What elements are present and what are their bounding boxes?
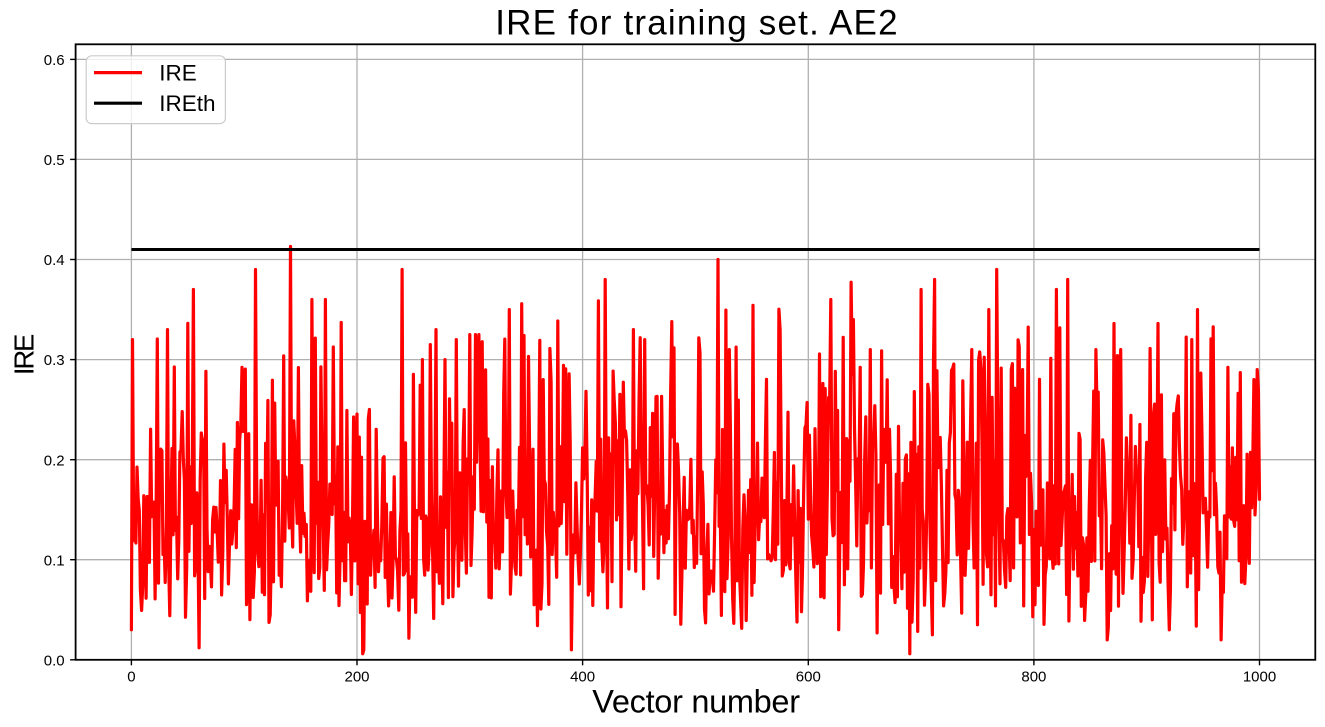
svg-text:IREth: IREth bbox=[159, 91, 215, 116]
svg-text:600: 600 bbox=[796, 669, 821, 686]
svg-text:200: 200 bbox=[344, 669, 369, 686]
svg-text:800: 800 bbox=[1021, 669, 1046, 686]
svg-text:0.2: 0.2 bbox=[44, 452, 65, 469]
svg-text:0.3: 0.3 bbox=[44, 352, 65, 369]
svg-text:IRE: IRE bbox=[159, 61, 197, 86]
svg-text:1000: 1000 bbox=[1243, 669, 1276, 686]
svg-text:0.6: 0.6 bbox=[44, 52, 65, 69]
svg-text:0.5: 0.5 bbox=[44, 152, 65, 169]
svg-text:0.0: 0.0 bbox=[44, 652, 65, 669]
svg-text:IRE: IRE bbox=[9, 334, 40, 375]
svg-text:Vector number: Vector number bbox=[592, 684, 800, 720]
svg-text:0.1: 0.1 bbox=[44, 552, 65, 569]
svg-text:0.4: 0.4 bbox=[44, 252, 65, 269]
svg-text:IRE for training set. AE2: IRE for training set. AE2 bbox=[495, 3, 899, 42]
svg-text:0: 0 bbox=[127, 669, 135, 686]
svg-text:400: 400 bbox=[570, 669, 595, 686]
